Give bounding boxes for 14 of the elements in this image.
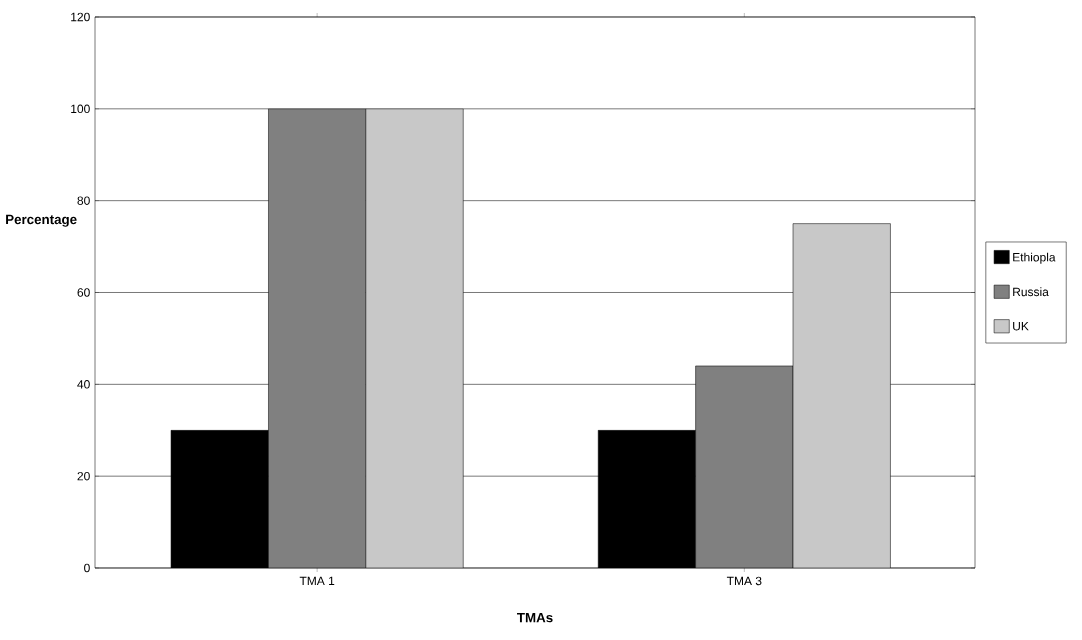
legend-label: UK — [1013, 322, 1029, 331]
legend-label: Russia — [1013, 287, 1049, 297]
x-tick-label: TMA 1 — [299, 576, 335, 585]
x-tick-label: TMA 3 — [726, 576, 762, 586]
y-tick-label: 80 — [77, 196, 90, 205]
y-tick-label: 20 — [77, 471, 90, 481]
y-tick-label: 40 — [77, 380, 90, 389]
y-tick-label: 0 — [84, 563, 90, 573]
x-axis-title: TMAs — [517, 613, 553, 623]
legend-label: Ethiopla — [1013, 252, 1056, 264]
y-axis-title: Percentage — [6, 214, 77, 227]
y-tick-label: 60 — [77, 288, 90, 297]
y-tick-label: 100 — [71, 104, 90, 114]
y-tick-label: 120 — [71, 12, 90, 22]
